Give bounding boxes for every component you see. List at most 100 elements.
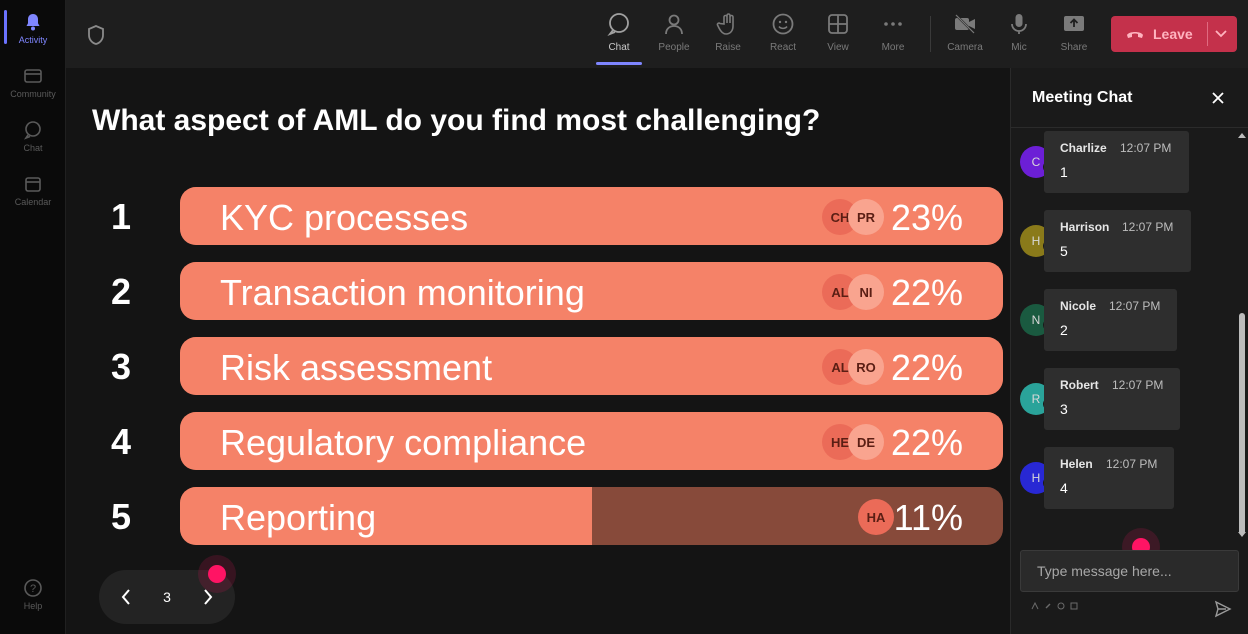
toolbar-mic-button[interactable]: Mic — [995, 8, 1043, 62]
calendar-icon — [22, 173, 44, 195]
left-rail: Activity Community Chat Calendar ? Help — [0, 0, 66, 634]
rail-label: Community — [10, 89, 56, 99]
toolbar-camera-button[interactable]: Camera — [941, 8, 989, 62]
emoji-icon[interactable] — [1057, 602, 1065, 610]
smile-icon — [770, 11, 796, 37]
chat-message: H Harrison 12:07 PM 5 — [1020, 210, 1191, 274]
leave-button[interactable]: Leave — [1111, 16, 1237, 52]
toolbar-label: People — [658, 42, 690, 53]
poll-option-row: 1 KYC processes 23% CH PR — [66, 186, 1010, 246]
voter-avatar: RO — [848, 349, 884, 385]
poll-option-row: 2 Transaction monitoring 22% AL NI — [66, 261, 1010, 321]
format-icon[interactable] — [1031, 602, 1039, 610]
poll-option-bar: Regulatory compliance 22% HE DE — [180, 412, 1003, 470]
scroll-thumb[interactable] — [1239, 313, 1245, 535]
poll-question: What aspect of AML do you find most chal… — [92, 104, 821, 137]
chat-scrollbar[interactable] — [1236, 129, 1248, 541]
message-bubble: Robert 12:07 PM 3 — [1044, 368, 1180, 430]
toolbar-label: Chat — [608, 42, 630, 53]
toolbar-label: Share — [1060, 42, 1088, 53]
toolbar-chat-button[interactable]: Chat — [595, 8, 643, 62]
poll-bar-fill — [180, 487, 592, 545]
rail-item-calendar[interactable]: Calendar — [0, 164, 66, 216]
message-text: 2 — [1060, 322, 1068, 338]
mic-icon — [1006, 11, 1032, 37]
poll-option-row: 5 Reporting 11% HA — [66, 486, 1010, 546]
toolbar-label: More — [881, 42, 905, 53]
chat-message: C Charlize 12:07 PM 1 — [1020, 131, 1189, 195]
poll-option-row: 4 Regulatory compliance 22% HE DE — [66, 411, 1010, 471]
option-number: 5 — [110, 496, 132, 537]
message-text: 5 — [1060, 243, 1068, 259]
rail-label: Help — [23, 601, 43, 611]
phone-hangup-icon — [1125, 26, 1145, 42]
option-number: 4 — [110, 421, 132, 462]
chevron-right-icon[interactable] — [199, 587, 217, 607]
voter-avatar: NI — [848, 274, 884, 310]
toolbar-label: View — [827, 42, 849, 53]
community-icon — [22, 65, 44, 87]
poll-option-row: 3 Risk assessment 22% AL RO — [66, 336, 1010, 396]
message-bubble: Charlize 12:07 PM 1 — [1044, 131, 1189, 193]
more-icon — [880, 11, 906, 37]
rail-active-indicator — [4, 10, 7, 44]
avatar-initial: N — [1031, 313, 1041, 327]
page-number: 3 — [163, 589, 171, 605]
toolbar-share-button[interactable]: Share — [1050, 8, 1098, 62]
pointer-indicator — [208, 565, 226, 583]
message-time: 12:07 PM — [1112, 378, 1164, 392]
message-text: 4 — [1060, 480, 1068, 496]
meeting-toolbar: Chat People Raise React View More Camera — [66, 0, 1248, 68]
option-label: Reporting — [220, 497, 377, 538]
message-bubble: Harrison 12:07 PM 5 — [1044, 210, 1191, 272]
people-icon — [661, 11, 687, 37]
message-author: Helen — [1060, 457, 1093, 471]
shield-icon[interactable] — [86, 24, 106, 51]
meeting-chat-panel: Meeting Chat C Charlize 12:07 PM 1 H Harrison… — [1010, 68, 1248, 634]
option-label: Transaction monitoring — [220, 272, 585, 313]
attach-icon[interactable] — [1044, 602, 1052, 610]
hand-icon — [715, 11, 741, 37]
rail-label: Calendar — [14, 197, 52, 207]
grid-icon — [825, 11, 851, 37]
chevron-left-icon[interactable] — [117, 587, 135, 607]
option-number: 3 — [110, 346, 132, 387]
rail-item-activity[interactable]: Activity — [0, 2, 66, 54]
toolbar-label: React — [769, 42, 797, 53]
message-time: 12:07 PM — [1106, 457, 1158, 471]
toolbar-people-button[interactable]: People — [650, 8, 698, 62]
toolbar-react-button[interactable]: React — [759, 8, 807, 62]
rail-item-community[interactable]: Community — [0, 56, 66, 108]
toolbar-view-button[interactable]: View — [814, 8, 862, 62]
active-tab-indicator — [596, 62, 642, 65]
toolbar-divider — [930, 16, 931, 52]
chevron-down-icon[interactable] — [1213, 25, 1229, 44]
avatar-initial: H — [1031, 234, 1041, 248]
message-time: 12:07 PM — [1122, 220, 1174, 234]
option-percent: 11% — [893, 497, 963, 538]
rail-item-help[interactable]: ? Help — [0, 568, 66, 620]
toolbar-raise-button[interactable]: Raise — [704, 8, 752, 62]
svg-text:?: ? — [30, 583, 36, 595]
chat-icon — [606, 11, 632, 37]
send-icon[interactable] — [1214, 600, 1232, 618]
poll-option-bar: Transaction monitoring 22% AL NI — [180, 262, 1003, 320]
chat-icon — [22, 119, 44, 141]
close-icon[interactable] — [1209, 89, 1227, 107]
help-icon: ? — [22, 577, 44, 599]
share-icon — [1061, 11, 1087, 37]
camera-off-icon — [952, 11, 978, 37]
scroll-down-arrow[interactable] — [1238, 532, 1246, 537]
message-text: 3 — [1060, 401, 1068, 417]
scroll-up-arrow[interactable] — [1238, 133, 1246, 138]
message-author: Robert — [1060, 378, 1099, 392]
poll-option-bar: Risk assessment 22% AL RO — [180, 337, 1003, 395]
bell-icon — [22, 11, 44, 33]
toolbar-more-button[interactable]: More — [869, 8, 917, 62]
message-bubble: Helen 12:07 PM 4 — [1044, 447, 1174, 509]
rail-item-chat[interactable]: Chat — [0, 110, 66, 162]
leave-divider — [1207, 22, 1208, 46]
chat-message-input[interactable]: Type message here... — [1020, 550, 1239, 592]
gif-icon[interactable] — [1070, 602, 1078, 610]
poll-stage: What aspect of AML do you find most chal… — [66, 68, 1010, 634]
